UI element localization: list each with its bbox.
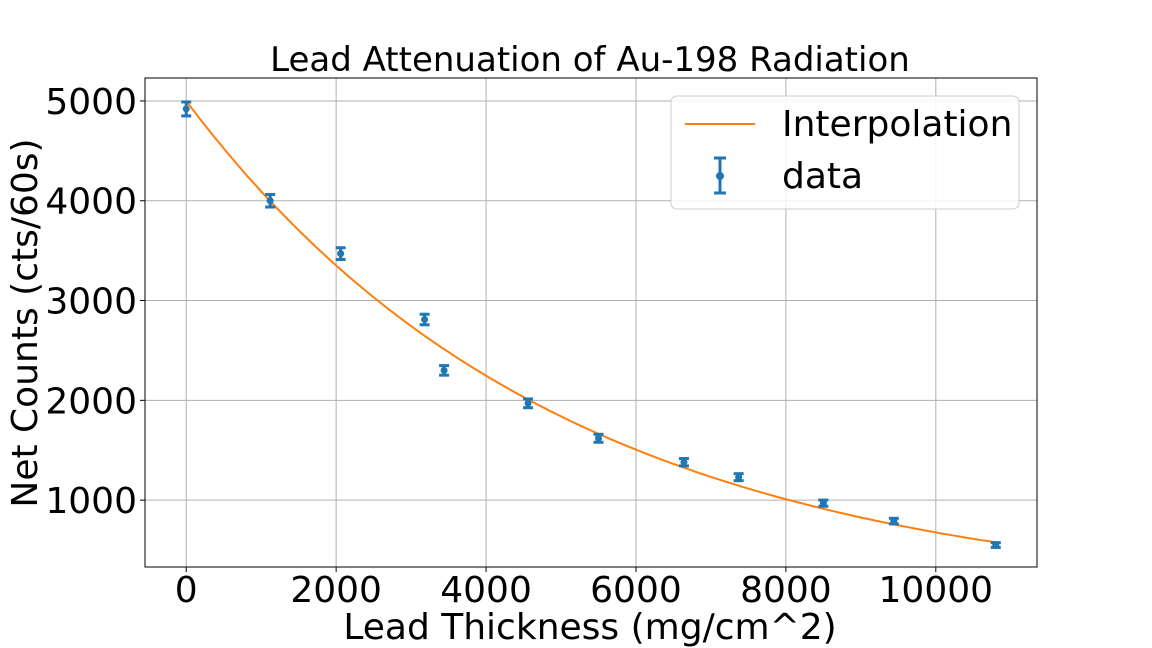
data-marker: [992, 541, 1000, 549]
legend-fit-label: Interpolation: [782, 104, 1012, 145]
x-tick-label: 10000: [879, 570, 994, 611]
legend-data-label: data: [782, 156, 863, 197]
points-layer: [181, 100, 1001, 549]
data-point: [419, 312, 430, 327]
data-marker: [594, 434, 602, 442]
legend: Interpolation data: [670, 95, 1020, 210]
y-tick-label: 1000: [45, 481, 137, 522]
y-tick-label: 5000: [45, 82, 137, 123]
x-tick-label: 0: [175, 570, 198, 611]
data-point: [678, 457, 689, 468]
chart-title: Lead Attenuation of Au-198 Radiation: [270, 40, 910, 80]
x-tick-label: 4000: [440, 570, 532, 611]
data-marker: [421, 316, 429, 324]
data-point: [181, 100, 192, 118]
data-point: [818, 498, 829, 508]
legend-box: [670, 95, 1020, 210]
legend-data-marker: [716, 172, 724, 180]
data-marker: [524, 399, 532, 407]
ticks: 0 2000 4000 6000 8000 10000 1000 2000 3000 4000 50…: [45, 82, 993, 611]
data-point: [265, 192, 276, 209]
data-point: [523, 397, 534, 410]
data-marker: [680, 458, 688, 466]
data-point: [733, 472, 744, 483]
y-tick-label: 4000: [45, 182, 137, 223]
x-tick-label: 8000: [740, 570, 832, 611]
data-marker: [337, 250, 345, 258]
data-marker: [182, 105, 190, 113]
data-marker: [819, 499, 827, 507]
y-tick-label: 3000: [45, 282, 137, 323]
y-tick-label: 2000: [45, 381, 137, 422]
x-tick-label: 6000: [590, 570, 682, 611]
data-marker: [890, 517, 898, 525]
x-tick-label: 2000: [290, 570, 382, 611]
data-point: [439, 364, 450, 377]
plot-frame: [144, 77, 1038, 568]
data-marker: [266, 197, 274, 205]
data-marker: [735, 473, 743, 481]
fit-line-layer: [185, 100, 996, 544]
data-point: [335, 246, 346, 262]
x-axis-label: Lead Thickness (mg/cm^2): [343, 607, 836, 648]
interpolation-line: [185, 100, 996, 544]
data-point: [593, 432, 604, 444]
data-point: [990, 541, 1001, 549]
data-point: [888, 516, 899, 526]
legend-data-swatch: [714, 156, 726, 195]
y-axis-label: Net Counts (cts/60s): [5, 138, 46, 507]
data-marker: [440, 366, 448, 374]
